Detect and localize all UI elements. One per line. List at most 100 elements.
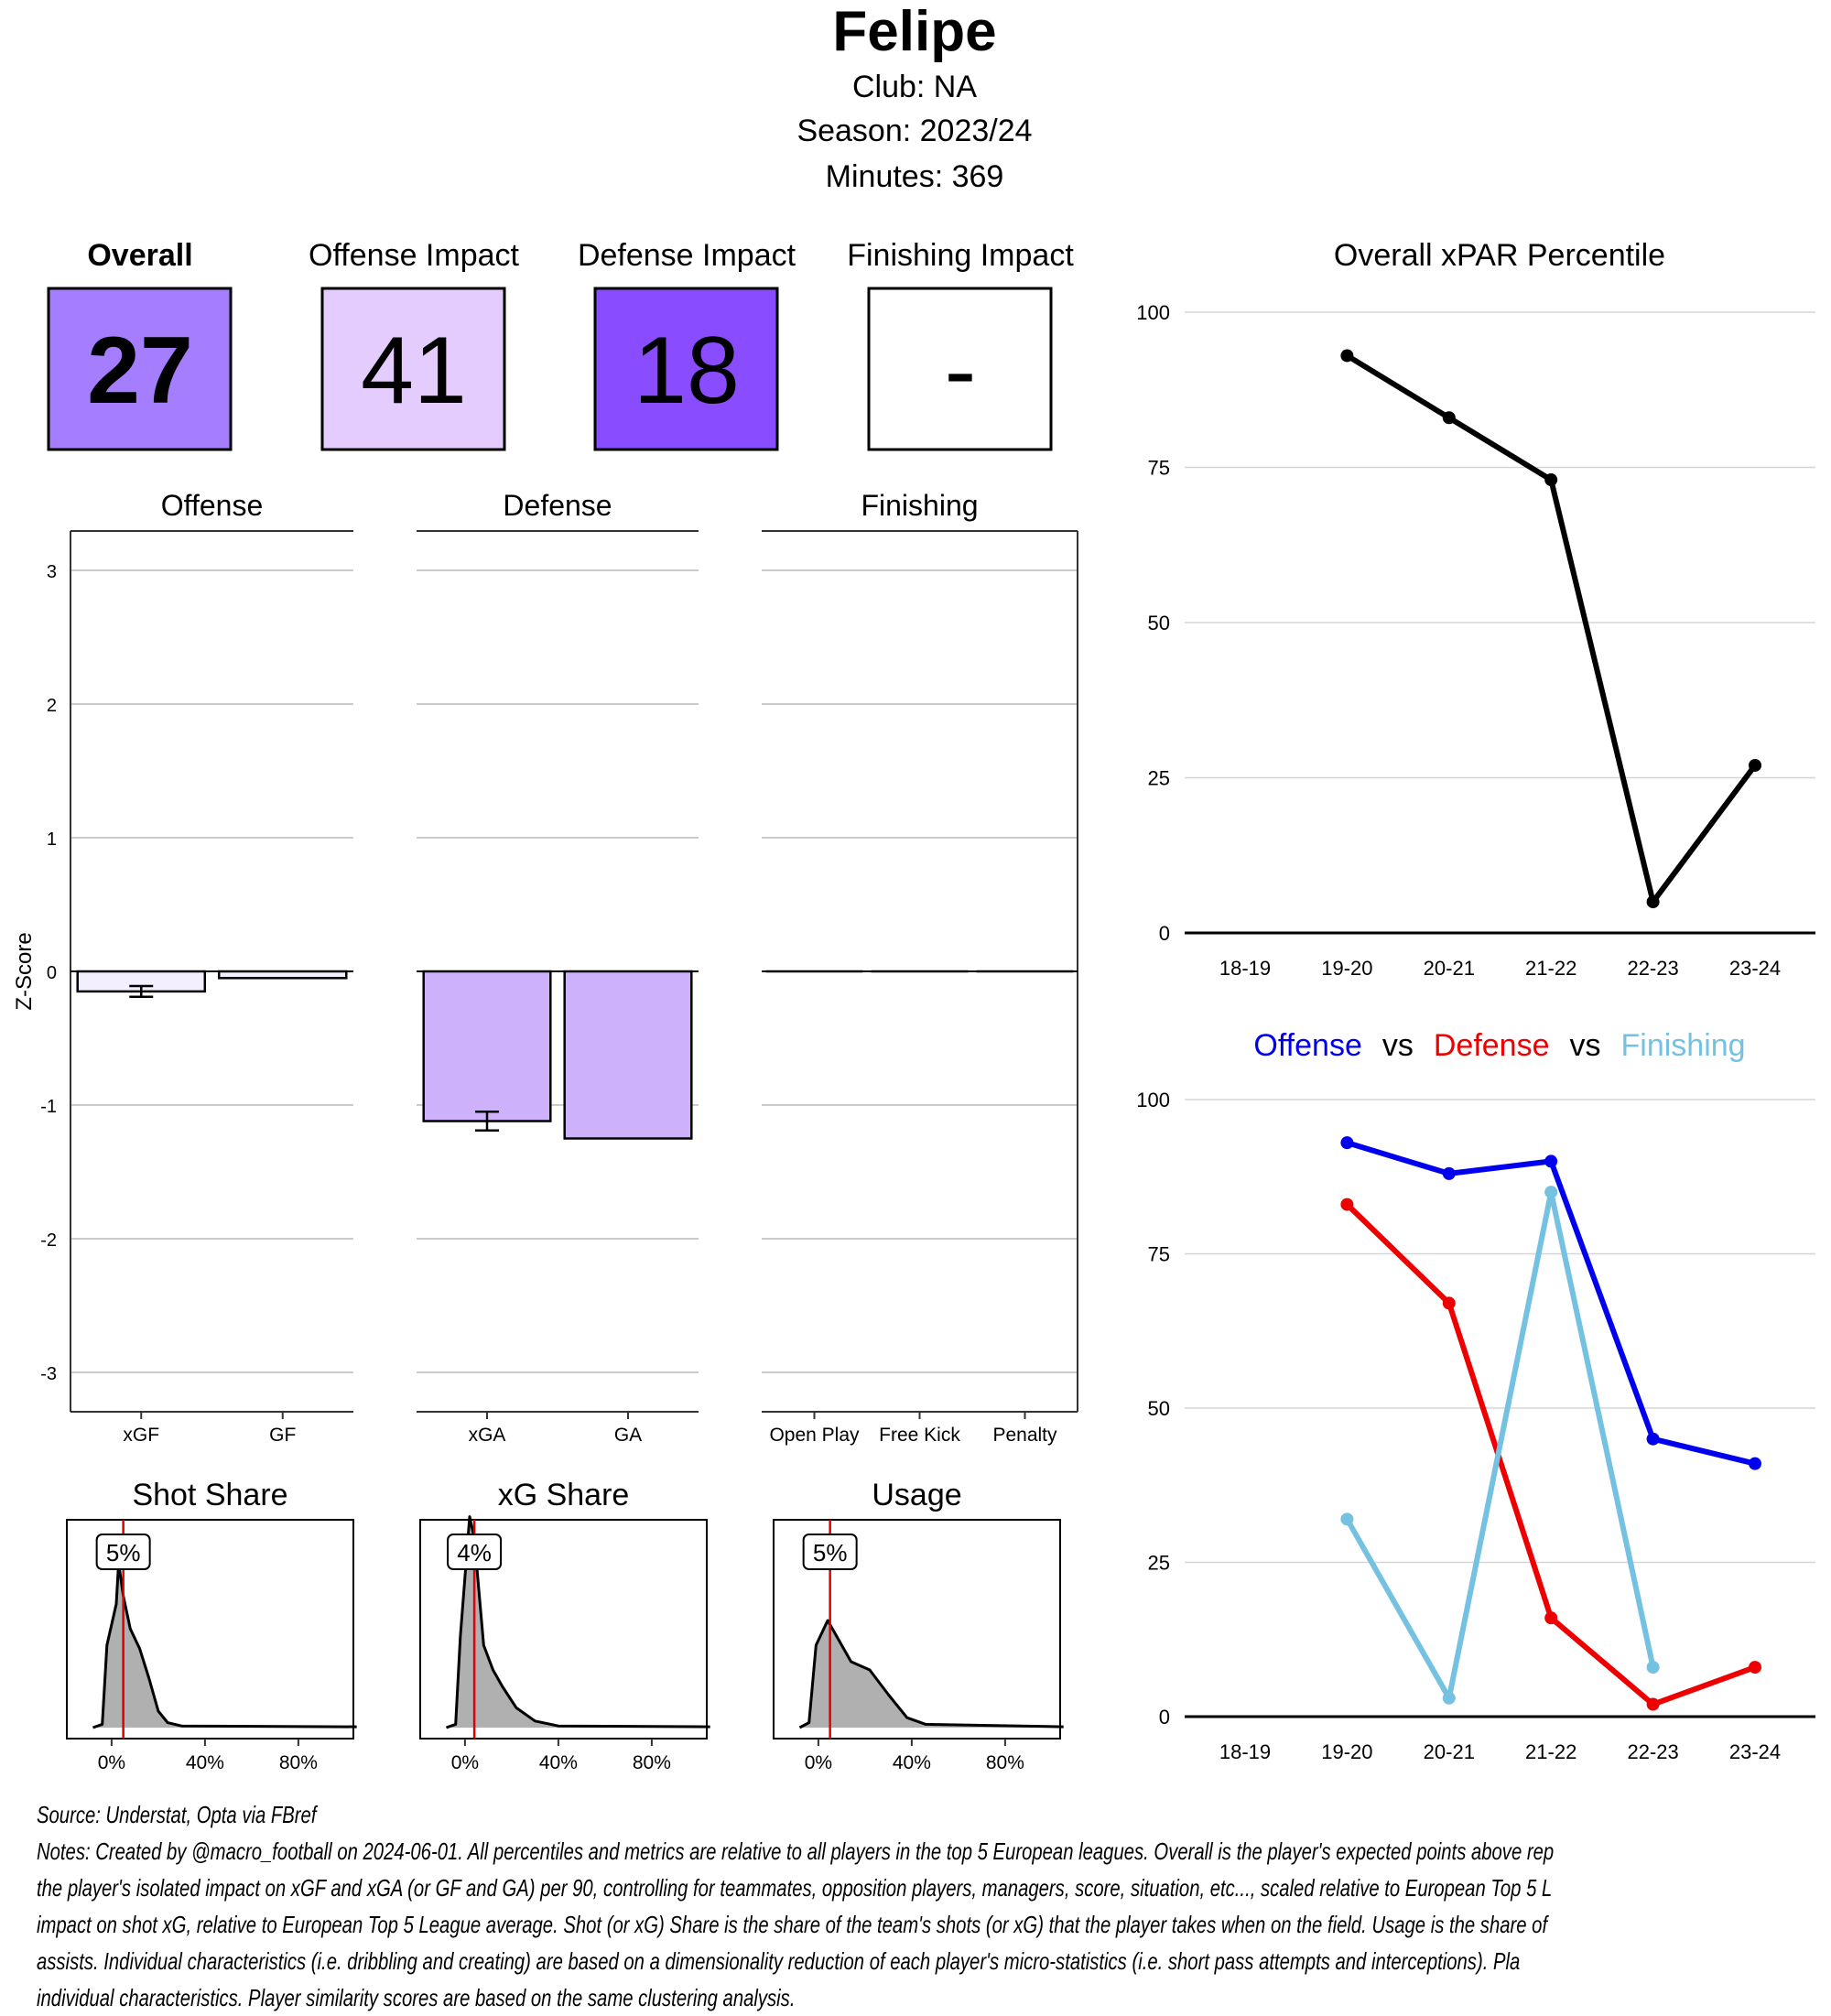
y-tick-label: 75 — [1148, 457, 1170, 480]
data-point — [1647, 1661, 1660, 1674]
data-point — [1340, 1136, 1353, 1149]
data-point — [1749, 1661, 1761, 1674]
data-point — [1544, 1186, 1557, 1198]
x-tick-label: 40% — [186, 1752, 224, 1773]
player-value-label: 4% — [457, 1539, 492, 1566]
x-tick-label: 19-20 — [1321, 957, 1372, 980]
y-tick-label: -1 — [40, 1097, 57, 1117]
score-label: Finishing Impact — [847, 238, 1074, 273]
y-tick-label: 0 — [47, 963, 57, 983]
title-part: vs — [1570, 1028, 1601, 1063]
data-point — [1340, 349, 1353, 362]
score-value: 27 — [87, 318, 193, 424]
data-point — [1749, 1458, 1761, 1470]
y-tick-label: 50 — [1148, 1397, 1170, 1420]
x-tick-label: GF — [269, 1425, 296, 1446]
y-tick-label: 0 — [1159, 922, 1170, 945]
data-point — [1340, 1198, 1353, 1211]
player-name: Felipe — [832, 0, 996, 63]
score-cards: Overall 27 Offense Impact 41 Defense Impact 1… — [49, 238, 1074, 450]
player-value-label: 5% — [106, 1539, 141, 1566]
score-label: Defense Impact — [578, 238, 796, 273]
notes-line: the player's isolated impact on xGF and … — [37, 1870, 1436, 1906]
notes-line: Notes: Created by @macro_football on 202… — [37, 1833, 1436, 1870]
x-tick-label: GA — [614, 1425, 642, 1446]
y-tick-label: -2 — [40, 1230, 57, 1251]
footer: Source: Understat, Opta via FBref Notes:… — [37, 1796, 1831, 2016]
y-tick-label: 50 — [1148, 612, 1170, 634]
y-tick-label: 3 — [47, 562, 57, 582]
notes-line: assists. Individual characteristics (i.e… — [37, 1943, 1436, 1979]
bar-gf — [219, 971, 346, 978]
series-finishing — [1340, 1186, 1659, 1705]
x-tick-label: 22-23 — [1627, 957, 1678, 980]
series-line — [1347, 355, 1755, 902]
data-point — [1443, 1692, 1456, 1705]
y-axis-label: Z-Score — [12, 932, 37, 1010]
x-tick-label: 80% — [279, 1752, 318, 1773]
series-line — [1347, 1192, 1652, 1698]
x-tick-label: 20-21 — [1424, 957, 1475, 980]
title-part: Offense — [1253, 1028, 1361, 1063]
x-tick-label: 21-22 — [1525, 1740, 1576, 1763]
data-point — [1443, 411, 1456, 424]
x-tick-label: 80% — [633, 1752, 671, 1773]
data-point — [1544, 1611, 1557, 1624]
score-value: - — [945, 318, 977, 424]
density-title: Usage — [872, 1478, 961, 1512]
x-tick-label: 0% — [451, 1752, 479, 1773]
y-tick-label: 100 — [1136, 301, 1170, 324]
density-area — [93, 1563, 357, 1728]
notes-line: impact on shot xG, relative to European … — [37, 1906, 1436, 1943]
club-label: Club: NA — [852, 70, 977, 104]
x-tick-label: Open Play — [769, 1425, 860, 1446]
x-tick-label: 20-21 — [1424, 1740, 1475, 1763]
data-point — [1443, 1167, 1456, 1180]
panel-title: Defense — [503, 489, 612, 522]
y-tick-label: 100 — [1136, 1089, 1170, 1111]
player-value-label: 5% — [813, 1539, 848, 1566]
bar-ga — [565, 971, 692, 1139]
data-point — [1647, 1698, 1660, 1711]
x-tick-label: 23-24 — [1729, 1740, 1781, 1763]
x-tick-label: 0% — [805, 1752, 832, 1773]
chart-title: Overall xPAR Percentile — [1334, 238, 1665, 273]
data-point — [1443, 1296, 1456, 1309]
title-part: vs — [1382, 1028, 1414, 1063]
series-defense — [1340, 1198, 1761, 1711]
score-value: 41 — [361, 318, 467, 424]
title-part: Finishing — [1621, 1028, 1746, 1063]
title-part: Defense — [1434, 1028, 1550, 1063]
density-title: xG Share — [498, 1478, 630, 1512]
x-tick-label: Free Kick — [879, 1425, 960, 1446]
data-point — [1647, 1433, 1660, 1446]
minutes-label: Minutes: 369 — [826, 159, 1004, 194]
x-tick-label: 21-22 — [1525, 957, 1576, 980]
y-tick-label: -3 — [40, 1364, 57, 1384]
x-tick-label: xGA — [469, 1425, 506, 1446]
x-tick-label: 80% — [986, 1752, 1024, 1773]
x-tick-label: 40% — [893, 1752, 931, 1773]
chart-title: Offense vs Defense vs Finishing — [1253, 1028, 1745, 1063]
y-tick-label: 1 — [47, 829, 57, 850]
data-point — [1749, 759, 1761, 772]
x-tick-label: 22-23 — [1627, 1740, 1678, 1763]
density-area — [800, 1620, 1064, 1728]
x-tick-label: 0% — [98, 1752, 125, 1773]
x-tick-label: 18-19 — [1219, 957, 1271, 980]
y-tick-label: 75 — [1148, 1243, 1170, 1266]
season-label: Season: 2023/24 — [796, 114, 1032, 148]
score-label: Offense Impact — [309, 238, 519, 273]
data-point — [1544, 1154, 1557, 1167]
score-value: 18 — [634, 318, 740, 424]
bar-xga — [424, 971, 551, 1122]
data-point — [1647, 895, 1660, 908]
y-tick-label: 25 — [1148, 767, 1170, 790]
source-note: Source: Understat, Opta via FBref — [37, 1796, 1436, 1833]
data-point — [1544, 473, 1557, 486]
score-label: Overall — [87, 238, 192, 273]
